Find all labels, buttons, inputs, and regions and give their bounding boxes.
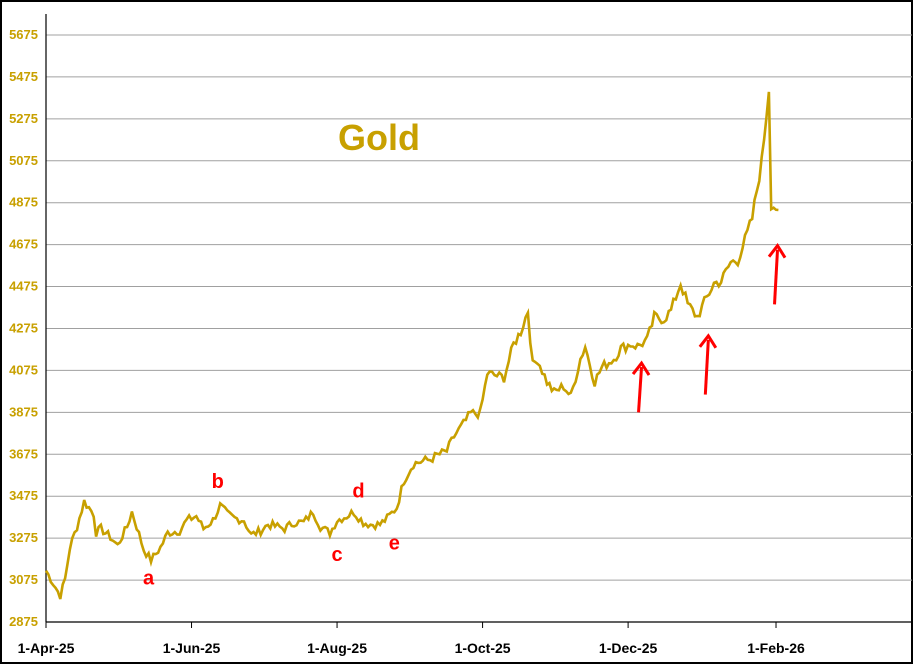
y-tick-label: 3075 bbox=[9, 572, 38, 587]
y-tick-label: 4275 bbox=[9, 320, 38, 335]
y-tick-label: 5075 bbox=[9, 153, 38, 168]
up-arrow bbox=[698, 333, 718, 395]
x-tick-label: 1-Dec-25 bbox=[599, 640, 658, 656]
y-tick-label: 3475 bbox=[9, 488, 38, 503]
gold-price-line bbox=[44, 91, 779, 600]
y-tick-label: 4675 bbox=[9, 237, 38, 252]
annotation-label: d bbox=[352, 480, 364, 502]
x-tick-label: 1-Aug-25 bbox=[307, 640, 367, 656]
x-tick-label: 1-Apr-25 bbox=[18, 640, 75, 656]
annotations: a b c d e bbox=[143, 471, 400, 589]
y-tick-label: 2875 bbox=[9, 614, 38, 629]
price-series bbox=[44, 91, 779, 600]
y-tick-label: 5675 bbox=[9, 27, 38, 42]
y-tick-label: 4875 bbox=[9, 195, 38, 210]
chart-title: Gold bbox=[338, 117, 420, 158]
y-tick-label: 3875 bbox=[9, 404, 38, 419]
x-tick-label: 1-Feb-26 bbox=[747, 640, 805, 656]
y-axis: 2875 3075 3275 3475 3675 3875 4075 4275 4475 4675… bbox=[9, 27, 38, 629]
plot-area bbox=[45, 14, 912, 623]
x-tick-label: 1-Jun-25 bbox=[163, 640, 221, 656]
x-tick-label: 1-Oct-25 bbox=[455, 640, 511, 656]
up-arrow bbox=[631, 360, 651, 413]
annotation-label: e bbox=[389, 533, 400, 555]
annotation-label: c bbox=[331, 544, 342, 566]
annotation-label: a bbox=[143, 567, 155, 589]
y-tick-label: 5275 bbox=[9, 111, 38, 126]
arrows bbox=[631, 243, 787, 413]
y-tick-label: 4075 bbox=[9, 362, 38, 377]
y-tick-label: 4475 bbox=[9, 279, 38, 294]
y-tick-label: 5475 bbox=[9, 69, 38, 84]
y-tick-label: 3275 bbox=[9, 530, 38, 545]
y-tick-label: 3675 bbox=[9, 446, 38, 461]
up-arrow bbox=[767, 243, 787, 305]
annotation-label: b bbox=[212, 471, 224, 493]
x-axis: 1-Apr-25 1-Jun-25 1-Aug-25 1-Oct-25 1-Dec-25… bbox=[18, 622, 805, 656]
